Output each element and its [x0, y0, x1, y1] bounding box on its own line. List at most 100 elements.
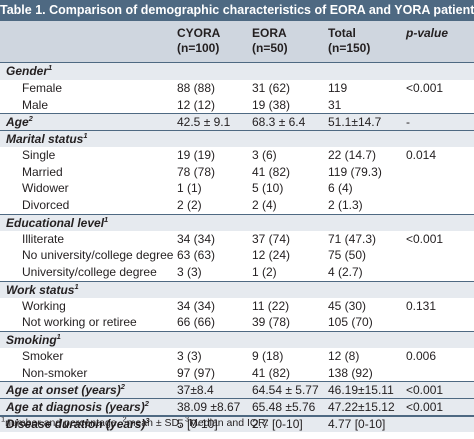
cell-c1: 2 (2) [177, 198, 202, 212]
header-eora: EORA (n=50) [252, 26, 288, 56]
row-label: Educational level1 [6, 215, 108, 232]
cell-c2: 39 (78) [252, 315, 291, 330]
table-row: Not working or retiree 66 (66) 39 (78) 105 … [0, 314, 474, 331]
cell-c1: 88 (88) [177, 80, 216, 95]
table-section-row: Age at onset (years)2 37±8.4 64.54 ± 5.77 4… [0, 381, 474, 398]
cell-c4: 0.131 [406, 298, 437, 313]
row-label-text: Widower [22, 181, 69, 196]
table-section-row: Age at diagnosis (years)2 38.09 ±8.67 65.4… [0, 398, 474, 415]
cell-c3: 46.19±15.11 [328, 383, 394, 398]
row-label-text: Smoking [6, 333, 57, 347]
cell-c3: 47.22±15.12 [328, 400, 395, 414]
cell-c4: 0.006 [406, 348, 437, 363]
table-row: Divorced 2 (2) 2 (4) 2 (1.3) [0, 197, 474, 214]
header-cyora-n: (n=100) [177, 41, 220, 55]
row-label-text: Gender [6, 64, 49, 78]
table-section-row: Disease duration (years)3 5 [0-10] 2.7 [0-… [0, 414, 474, 432]
row-label: No university/college degree [22, 247, 173, 264]
row-label-text: Age at diagnosis (years) [6, 400, 145, 414]
row-label-footnote-marker: 1 [48, 63, 53, 72]
cell-c3: 75 (50) [328, 248, 367, 263]
table-section-row: Marital status1 [0, 130, 474, 147]
cell-c4: - [406, 115, 410, 130]
row-label-text: Single [22, 147, 56, 162]
cell-c2: 12 (24) [252, 248, 291, 263]
cell-c1: 5 [0-10] [177, 416, 218, 431]
cell-c3: 12 (8) [328, 348, 360, 363]
cell-c1: 34 (34) [177, 231, 216, 246]
header-total-name: Total [328, 26, 356, 40]
cell-c1: 3 (3) [177, 265, 202, 279]
row-label-text: Not working or retiree [22, 315, 137, 330]
row-label: Age at diagnosis (years)2 [6, 399, 149, 416]
table-section-row: Work status1 [0, 280, 474, 298]
cell-c2: 2.7 [0-10] [252, 416, 303, 431]
row-label: Female [22, 80, 62, 97]
row-label-text: Male [22, 97, 49, 112]
table-section-row: Gender1 [0, 63, 474, 80]
row-label-text: No university/college degree [22, 248, 174, 263]
table-row: Female 88 (88) 31 (62) 119 <0.001 [0, 80, 474, 97]
cell-c1: 1 (1) [177, 181, 202, 196]
cell-c1: 37±8.4 [177, 383, 214, 398]
table-footnote: 1number and percentage, 2mean ± SD, 3Med… [0, 416, 474, 430]
row-label-footnote-marker: 1 [104, 214, 109, 224]
row-label: Smoking1 [6, 332, 61, 349]
row-label-text: Smoker [22, 348, 64, 363]
table-row: University/college degree 3 (3) 1 (2) 4 (2.… [0, 264, 474, 281]
cell-c3: 138 (92) [328, 365, 373, 380]
cell-c1: 3 (3) [177, 348, 202, 363]
row-label: Married [22, 164, 63, 181]
cell-c1: 34 (34) [177, 298, 216, 313]
table-section-row: Age2 42.5 ± 9.1 68.3 ± 6.4 51.1±14.7 - [0, 113, 474, 130]
row-label: Age2 [6, 114, 33, 131]
row-label: Working [22, 298, 66, 315]
table-row: Non-smoker 97 (97) 41 (82) 138 (92) [0, 365, 474, 382]
cell-c3: 2 (1.3) [328, 198, 363, 212]
row-label: Smoker [22, 348, 63, 365]
row-label-text: Married [22, 164, 63, 179]
table-caption: Table 1. Comparison of demographic chara… [0, 0, 474, 21]
footnote-text-1: number and percentage, [5, 417, 123, 429]
cell-c4: <0.001 [406, 231, 444, 246]
footnote-marker-2: 2 [122, 416, 127, 424]
cell-c4: <0.001 [406, 400, 444, 414]
table-body: Gender1 Female 88 (88) 31 (62) 119 <0.001 Male… [0, 63, 474, 432]
cell-c2: 19 (38) [252, 97, 291, 112]
cell-c1: 66 (66) [177, 315, 216, 330]
row-label-text: Female [22, 80, 63, 95]
cell-c2: 9 (18) [252, 348, 284, 363]
table-section-row: Educational level1 [0, 213, 474, 232]
cell-c3: 22 (14.7) [328, 147, 377, 162]
cell-c2: 41 (82) [252, 164, 291, 179]
row-label: Not working or retiree [22, 314, 137, 331]
cell-c1: 42.5 ± 9.1 [177, 115, 231, 130]
table-row: Male 12 (12) 19 (38) 31 [0, 97, 474, 114]
cell-c1: 97 (97) [177, 365, 216, 380]
cell-c2: 5 (10) [252, 181, 284, 196]
row-label: Age at onset (years)2 [6, 382, 125, 399]
table-row: Illiterate 34 (34) 37 (74) 71 (47.3) <0.001 [0, 231, 474, 248]
footnote-marker-3: 3 [184, 416, 190, 424]
cell-c2: 2 (4) [252, 198, 277, 212]
table-row: No university/college degree 63 (63) 12 (2… [0, 247, 474, 264]
row-label: Widower [22, 180, 69, 197]
row-label: Gender1 [6, 63, 52, 80]
cell-c3: 45 (30) [328, 298, 367, 313]
row-label-text: Marital status [6, 132, 84, 146]
row-label-text: Illiterate [22, 231, 65, 246]
header-eora-n: (n=50) [252, 41, 288, 55]
cell-c2: 37 (74) [252, 231, 291, 246]
cell-c3: 119 (79.3) [328, 164, 382, 179]
row-label: Single [22, 147, 55, 164]
header-total: Total (n=150) [328, 26, 370, 56]
row-label-text: Disease duration (years) [6, 416, 146, 431]
cell-c1: 78 (78) [177, 164, 216, 179]
row-label-text: Work status [6, 282, 75, 297]
row-label-footnote-marker: 3 [145, 415, 150, 425]
cell-c2: 64.54 ± 5.77 [252, 383, 319, 398]
row-label-footnote-marker: 2 [120, 382, 125, 392]
cell-c3: 119 [328, 80, 348, 95]
cell-c3: 51.1±14.7 [328, 115, 382, 130]
